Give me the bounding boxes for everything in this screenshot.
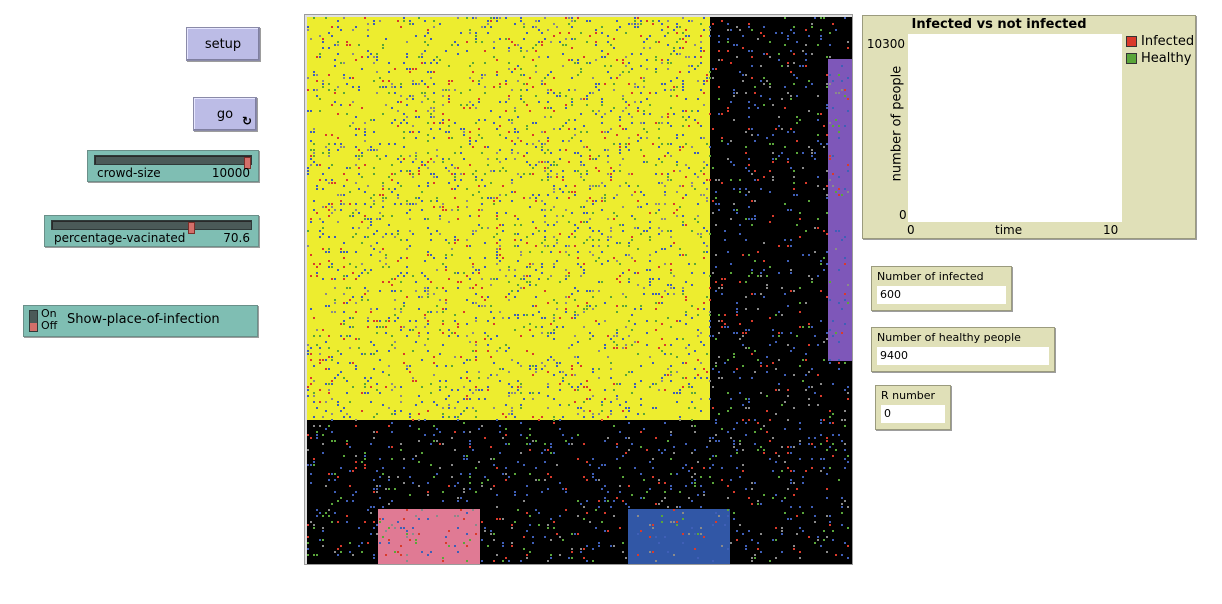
monitor-label: Number of infected	[877, 270, 984, 283]
yellow-zone	[307, 17, 710, 420]
r-number-monitor: R number 0	[875, 385, 951, 430]
legend-swatch-infected	[1126, 36, 1137, 47]
plot-y-max: 10300	[866, 37, 905, 51]
plot-x-max: 10	[1103, 223, 1119, 237]
infection-plot: Infected vs not infected number of peopl…	[862, 15, 1196, 239]
world-canvas	[307, 17, 852, 564]
crowd-size-slider[interactable]: crowd-size 10000	[87, 150, 259, 182]
plot-legend: Infected Healthy	[1126, 33, 1194, 67]
setup-button[interactable]: setup	[186, 27, 260, 61]
percentage-vacinated-slider[interactable]: percentage-vacinated 70.6	[44, 215, 259, 247]
plot-x-min: 0	[907, 223, 915, 237]
switch-toggle[interactable]	[29, 310, 38, 332]
plot-title: Infected vs not infected	[911, 17, 1087, 32]
legend-label: Infected	[1141, 34, 1195, 49]
go-button[interactable]: go ↻	[193, 97, 257, 131]
infected-monitor: Number of infected 600	[871, 266, 1012, 311]
setup-button-label: setup	[204, 36, 242, 52]
switch-name: Show-place-of-infection	[67, 312, 220, 327]
legend-swatch-healthy	[1126, 53, 1137, 64]
monitor-value: 0	[881, 405, 945, 423]
switch-knob[interactable]	[30, 323, 37, 331]
world-view[interactable]	[304, 14, 853, 565]
legend-item-infected: Infected	[1126, 33, 1194, 50]
plot-y-axis-label: number of people	[889, 65, 905, 182]
show-place-of-infection-switch[interactable]: On Off Show-place-of-infection	[23, 305, 258, 337]
slider-value: 10000	[211, 166, 250, 180]
slider-name: crowd-size	[97, 166, 161, 180]
agents-layer	[307, 17, 849, 562]
slider-handle[interactable]	[244, 157, 251, 169]
monitor-value: 9400	[877, 347, 1049, 365]
plot-y-min: 0	[899, 208, 907, 222]
legend-label: Healthy	[1141, 51, 1192, 66]
slider-handle[interactable]	[187, 222, 195, 234]
slider-track[interactable]	[94, 155, 252, 169]
monitor-label: R number	[881, 389, 936, 402]
blue-zone	[628, 509, 730, 564]
switch-on-label: On	[41, 307, 57, 320]
go-button-label: go	[216, 106, 234, 122]
slider-track[interactable]	[51, 220, 252, 234]
plot-canvas	[908, 34, 1122, 222]
healthy-monitor: Number of healthy people 9400	[871, 327, 1055, 372]
slider-value: 70.6	[223, 231, 250, 245]
forever-loop-icon: ↻	[241, 114, 252, 128]
plot-x-axis-label: time	[995, 223, 1023, 237]
legend-item-healthy: Healthy	[1126, 50, 1194, 67]
slider-name: percentage-vacinated	[54, 231, 186, 245]
monitor-value: 600	[877, 286, 1006, 304]
monitor-label: Number of healthy people	[877, 331, 1021, 344]
switch-off-label: Off	[41, 319, 58, 332]
purple-zone	[828, 59, 852, 361]
